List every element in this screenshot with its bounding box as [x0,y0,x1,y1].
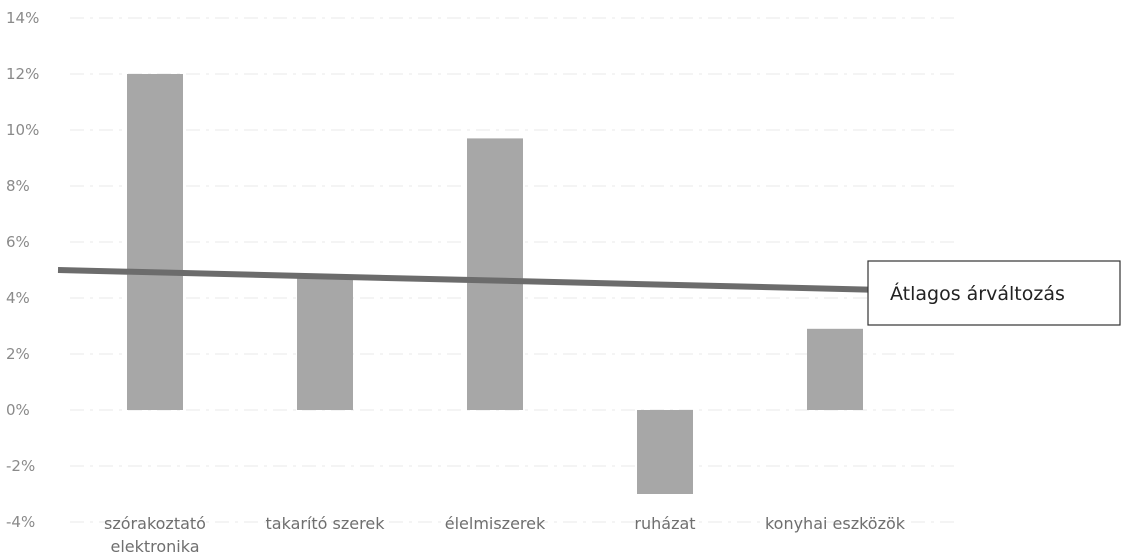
average-line-group: Átlagos árváltozás [57,260,1121,326]
category-label: élelmiszerek [445,514,546,533]
average-callout-label: Átlagos árváltozás [890,282,1065,305]
category-label: takarító szerek [266,514,386,533]
category-label: ruházat [634,514,695,533]
bar [637,410,693,494]
y-axis-tick-labels: 14% 12% 10% 8% 6% 4% 2% 0% -2% -4% [6,9,39,531]
y-tick-label: -4% [6,513,35,531]
y-tick-label: 14% [6,9,39,27]
bar [297,278,353,410]
category-label: szórakoztató [104,514,206,533]
category-label: konyhai eszközök [765,514,906,533]
y-tick-label: -2% [6,457,35,475]
y-tick-label: 4% [6,289,30,307]
y-tick-label: 8% [6,177,30,195]
average-price-change-line [57,267,869,293]
y-tick-label: 12% [6,65,39,83]
bars [127,74,863,494]
y-tick-label: 10% [6,121,39,139]
bar [127,74,183,410]
bar [467,138,523,410]
category-label: elektronika [110,537,199,556]
bar [807,328,863,410]
y-tick-label: 2% [6,345,30,363]
y-tick-label: 0% [6,401,30,419]
average-callout-box [867,260,1121,326]
category-labels: szórakoztató elektronika takarító szerek él… [104,514,906,556]
y-tick-label: 6% [6,233,30,251]
